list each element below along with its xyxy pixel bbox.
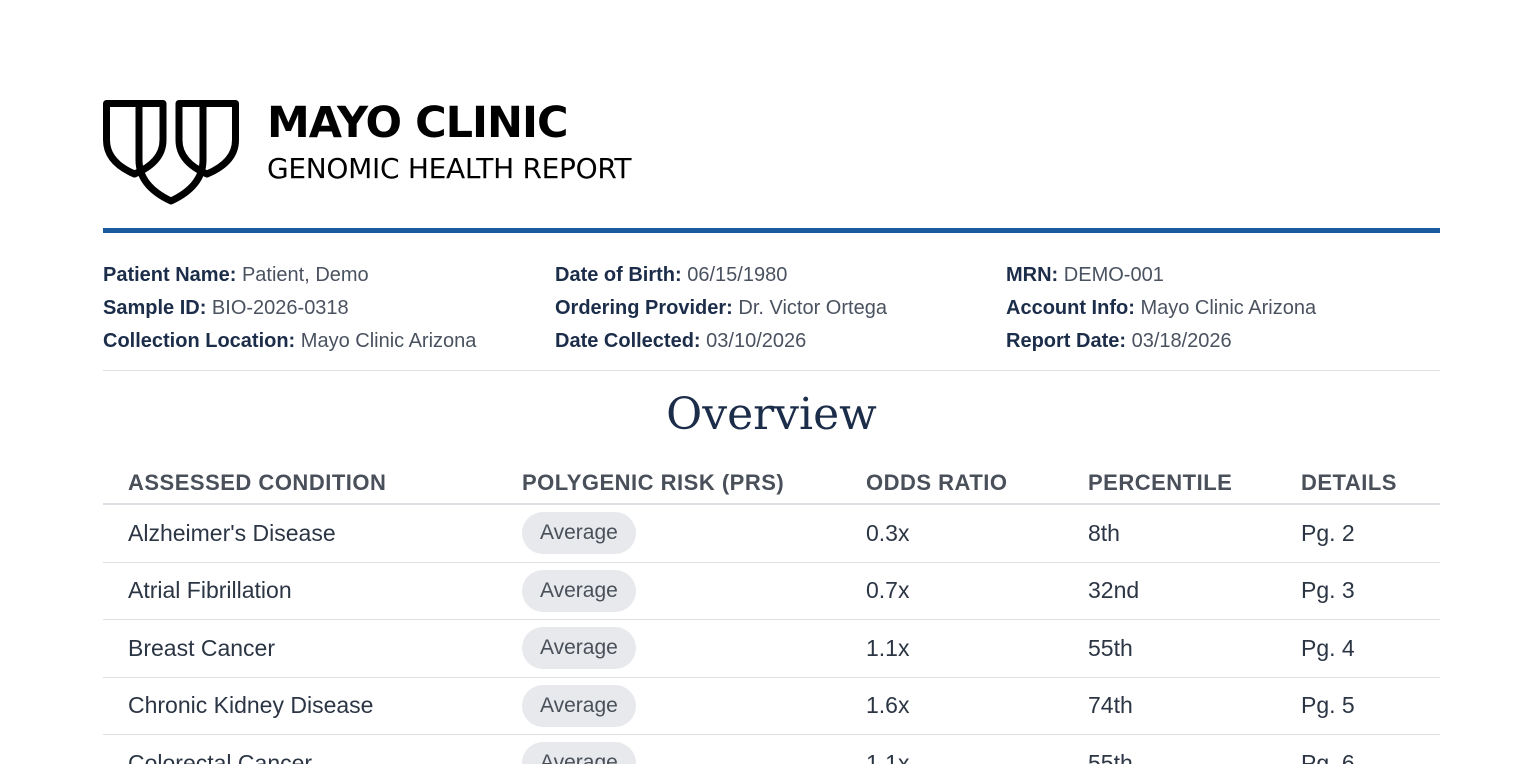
report-header: MAYO CLINIC GENOMIC HEALTH REPORT xyxy=(103,98,632,208)
percentile-cell: 55th xyxy=(1088,749,1133,764)
risk-cell: Average xyxy=(522,627,866,670)
risk-cell: Average xyxy=(522,684,866,727)
report-subtitle: GENOMIC HEALTH REPORT xyxy=(267,152,632,185)
triple-shield-icon xyxy=(103,100,239,205)
field-date-of-birth: Date of Birth: 06/15/1980 xyxy=(555,264,788,286)
field-date-collected: Date Collected: 03/10/2026 xyxy=(555,330,807,352)
condition-cell: Colorectal Cancer xyxy=(128,749,313,764)
field-account-info: Account Info: Mayo Clinic Arizona xyxy=(1006,297,1317,319)
column-header: DETAILS xyxy=(1301,469,1397,495)
table-row: Chronic Kidney Disease Average 1.6x 74th Pg.… xyxy=(103,678,1440,735)
details-link[interactable]: Pg. 6 xyxy=(1301,749,1355,764)
column-header: POLYGENIC RISK (PRS) xyxy=(522,469,785,495)
odds-ratio-cell: 1.6x xyxy=(866,692,910,719)
field-patient-name: Patient Name: Patient, Demo xyxy=(103,264,369,286)
details-link[interactable]: Pg. 5 xyxy=(1301,692,1355,719)
odds-ratio-cell: 0.7x xyxy=(866,577,910,604)
condition-cell: Alzheimer's Disease xyxy=(128,519,336,546)
column-header: ASSESSED CONDITION xyxy=(128,469,387,495)
table-header: ASSESSED CONDITION POLYGENIC RISK (PRS) … xyxy=(103,462,1440,505)
table-body: Alzheimer's Disease Average 0.3x 8th Pg. 2 At… xyxy=(103,505,1440,764)
risk-cell: Average xyxy=(522,512,866,555)
table-row: Breast Cancer Average 1.1x 55th Pg. 4 xyxy=(103,620,1440,678)
risk-badge: Average xyxy=(522,512,636,555)
info-divider xyxy=(103,370,1440,371)
details-link[interactable]: Pg. 4 xyxy=(1301,634,1355,661)
risk-badge: Average xyxy=(522,742,636,764)
risk-cell: Average xyxy=(522,569,866,612)
details-link[interactable]: Pg. 2 xyxy=(1301,519,1355,546)
risk-badge: Average xyxy=(522,569,636,612)
overview-table: ASSESSED CONDITION POLYGENIC RISK (PRS) … xyxy=(103,462,1440,764)
risk-badge: Average xyxy=(522,684,636,727)
header-divider xyxy=(103,228,1440,233)
column-header: ODDS RATIO xyxy=(866,469,1008,495)
percentile-cell: 8th xyxy=(1088,519,1120,546)
condition-cell: Breast Cancer xyxy=(128,634,276,661)
table-row: Atrial Fibrillation Average 0.7x 32nd Pg. 3 xyxy=(103,563,1440,620)
field-sample-id: Sample ID: BIO-2026-0318 xyxy=(103,297,349,319)
risk-cell: Average xyxy=(522,742,866,764)
section-title: Overview xyxy=(666,389,877,440)
brand-name: MAYO CLINIC xyxy=(267,98,569,148)
details-link[interactable]: Pg. 3 xyxy=(1301,577,1355,604)
odds-ratio-cell: 1.1x xyxy=(866,749,910,764)
field-mrn: MRN: DEMO-001 xyxy=(1006,264,1164,286)
condition-cell: Atrial Fibrillation xyxy=(128,577,292,604)
field-collection-location: Collection Location: Mayo Clinic Arizona xyxy=(103,330,477,352)
field-report-date: Report Date: 03/18/2026 xyxy=(1006,330,1232,352)
field-ordering-provider: Ordering Provider: Dr. Victor Ortega xyxy=(555,297,887,319)
condition-cell: Chronic Kidney Disease xyxy=(128,692,374,719)
column-header: PERCENTILE xyxy=(1088,469,1233,495)
odds-ratio-cell: 0.3x xyxy=(866,519,910,546)
patient-info: Patient Name: Patient, Demo Date of Birt… xyxy=(103,263,1440,353)
table-row: Alzheimer's Disease Average 0.3x 8th Pg. 2 xyxy=(103,505,1440,563)
percentile-cell: 74th xyxy=(1088,692,1133,719)
percentile-cell: 32nd xyxy=(1088,577,1140,604)
table-row: Colorectal Cancer Average 1.1x 55th Pg. 6 xyxy=(103,735,1440,764)
risk-badge: Average xyxy=(522,627,636,670)
brand-block: MAYO CLINIC GENOMIC HEALTH REPORT xyxy=(267,98,632,186)
percentile-cell: 55th xyxy=(1088,634,1133,661)
odds-ratio-cell: 1.1x xyxy=(866,634,910,661)
